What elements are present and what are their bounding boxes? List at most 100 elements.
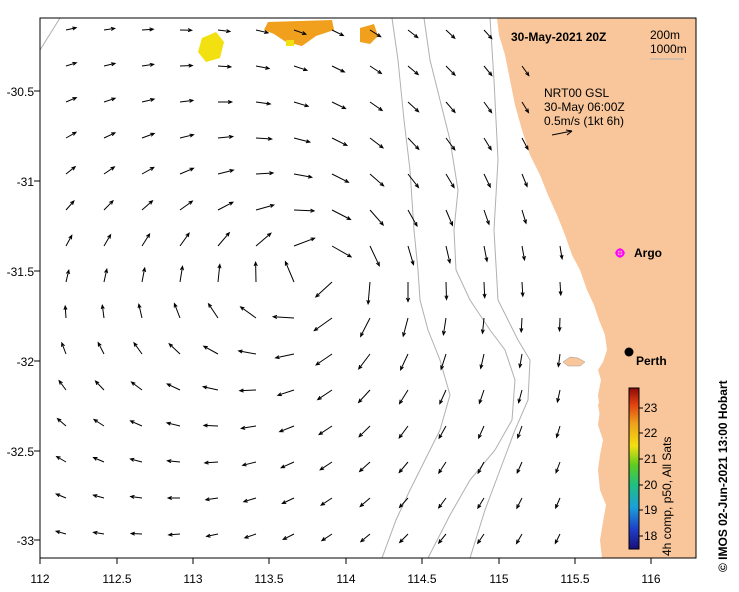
current-arrow [445, 65, 456, 77]
current-arrow [65, 26, 78, 31]
colorbar-tick-label: 22 [644, 426, 658, 440]
current-arrow [129, 420, 143, 427]
current-arrow [241, 461, 257, 467]
current-arrow [179, 28, 193, 33]
current-arrow [281, 497, 295, 505]
current-arrow [320, 497, 333, 506]
current-arrow [239, 306, 257, 319]
current-arrow [520, 281, 525, 298]
current-arrow [521, 137, 529, 151]
current-arrow [407, 65, 420, 76]
argo-label: Argo [634, 246, 662, 260]
isobath-legend-200m: 200m [650, 28, 680, 42]
current-arrow [483, 101, 493, 114]
current-arrow [319, 461, 333, 471]
current-arrow [141, 232, 151, 247]
current-arrow [398, 497, 409, 509]
rottnest-island [562, 356, 586, 367]
current-arrow [141, 62, 155, 67]
y-tick-label: -30.5 [7, 85, 35, 99]
current-arrow [518, 353, 523, 369]
current-arrow [276, 389, 295, 397]
current-arrow [217, 231, 231, 247]
current-arrow [555, 425, 561, 439]
current-arrow [201, 385, 219, 391]
current-arrow [516, 461, 523, 475]
current-arrow [357, 353, 371, 370]
current-arrow [282, 533, 295, 540]
current-arrow [103, 62, 117, 67]
current-arrow [65, 165, 77, 175]
current-arrow [359, 497, 371, 508]
current-arrow [129, 457, 143, 463]
current-arrow [133, 341, 143, 355]
current-arrow [167, 532, 181, 537]
current-arrow [129, 531, 143, 536]
current-arrow [238, 388, 257, 393]
current-arrow [141, 132, 156, 139]
current-arrow [293, 137, 312, 144]
current-arrow [554, 533, 561, 545]
current-arrow [555, 461, 561, 474]
current-arrow [92, 494, 105, 499]
current-arrow [165, 421, 181, 427]
perth-label: Perth [636, 354, 667, 368]
current-arrow [293, 101, 310, 108]
current-arrow [407, 137, 420, 151]
current-arrow [141, 266, 147, 283]
current-arrow [478, 389, 485, 405]
scale-arrow [551, 129, 573, 136]
x-tick-label: 113 [183, 572, 202, 586]
current-vectors [54, 26, 564, 545]
current-arrow [515, 533, 523, 545]
current-arrow [54, 493, 67, 499]
current-arrow [65, 131, 78, 139]
garden-island [598, 398, 603, 416]
current-arrow [331, 101, 347, 110]
current-arrow [440, 353, 447, 371]
current-arrow [179, 167, 195, 175]
current-time-label: 30-May 06:00Z [544, 100, 625, 114]
current-arrow [315, 353, 333, 366]
current-arrow [103, 97, 117, 103]
x-tick-label: 113.5 [254, 572, 283, 586]
current-arrow [65, 234, 73, 247]
current-arrow [483, 65, 493, 77]
current-arrow [179, 133, 195, 139]
current-arrow [217, 29, 232, 34]
current-arrow [480, 317, 485, 335]
current-arrow [444, 281, 449, 301]
colorbar-tick-label: 19 [644, 503, 658, 517]
current-arrow [203, 460, 219, 465]
current-arrow [166, 383, 181, 391]
current-arrow [555, 497, 561, 510]
current-arrow [358, 425, 371, 438]
current-arrow [366, 281, 371, 306]
y-tick-label: -32.5 [7, 445, 35, 459]
x-tick-label: 114 [336, 572, 355, 586]
current-arrow [255, 232, 272, 247]
current-arrow [517, 389, 523, 404]
current-arrow [97, 341, 105, 355]
current-arrow [54, 530, 67, 535]
current-arrow [166, 496, 180, 501]
current-arrow [521, 65, 530, 77]
current-arrow [519, 317, 524, 334]
y-tick-label: -32 [17, 355, 35, 369]
perth-marker [624, 347, 634, 357]
current-arrow [445, 101, 456, 114]
current-arrow [217, 263, 222, 283]
current-arrow [179, 232, 190, 247]
current-arrow [207, 302, 219, 319]
current-arrow [141, 27, 155, 32]
current-arrow [369, 137, 385, 149]
current-arrow [437, 497, 447, 509]
current-arrow [331, 245, 353, 258]
argo-float-marker [615, 248, 625, 258]
current-arrow [137, 303, 143, 319]
current-arrow [407, 29, 419, 39]
current-arrow [358, 461, 371, 473]
current-arrow [103, 233, 112, 247]
current-arrow [100, 303, 105, 319]
current-arrow [217, 134, 235, 139]
